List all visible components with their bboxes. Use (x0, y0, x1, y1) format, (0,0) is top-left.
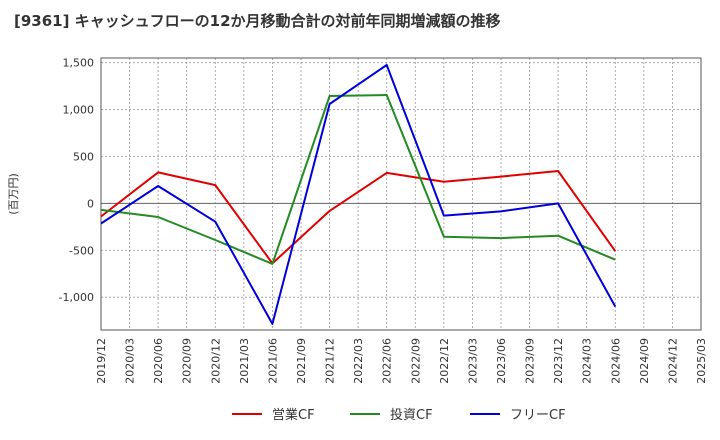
y-tick-label: -500 (69, 244, 94, 257)
x-tick-label: 2021/06 (266, 338, 279, 384)
y-tick-label: 0 (87, 197, 94, 210)
series-line-1 (100, 170, 617, 265)
y-tick-label: 500 (73, 150, 94, 163)
x-tick-label: 2024/06 (609, 338, 622, 384)
x-tick-label: 2021/12 (324, 338, 337, 384)
x-tick-label: 2020/12 (209, 338, 222, 384)
series-line-2 (100, 94, 616, 265)
x-tick-label: 2020/09 (181, 338, 194, 384)
plot-frame (100, 57, 702, 331)
legend-label-3: フリーCF (510, 408, 566, 423)
x-tick-label: 2022/12 (438, 338, 451, 384)
legend-label-2: 投資CF (390, 407, 433, 423)
series-layer (100, 64, 617, 325)
x-tick-label: 2024/03 (581, 338, 594, 384)
grid-layer (100, 58, 702, 330)
y-axis-label: (百万円) (7, 173, 20, 215)
series-line-3 (100, 64, 617, 325)
x-tick-label: 2021/03 (238, 338, 251, 384)
x-tick-label: 2020/06 (152, 338, 165, 384)
legend-layer: 営業CF 投資CF フリーCF (232, 407, 566, 423)
y-tick-label: 1,500 (63, 57, 95, 70)
x-tick-label: 2023/09 (524, 338, 537, 384)
x-tick-label: 2023/12 (552, 338, 565, 384)
y-tick-label: -1,000 (59, 291, 94, 304)
x-tick-label: 2022/06 (381, 338, 394, 384)
x-tick-label: 2022/09 (409, 338, 422, 384)
chart-title: [9361] キャッシュフローの12か月移動合計の対前年同期増減額の推移 (14, 12, 501, 30)
axis-layer: 1,500 1,000 500 0 -500 -1,000 (百万円) 2019/12 2020… (7, 57, 708, 384)
x-tick-label: 2024/12 (666, 338, 679, 384)
y-tick-label: 1,000 (63, 104, 95, 117)
x-tick-label: 2020/03 (124, 338, 137, 384)
x-tick-label: 2024/09 (638, 338, 651, 384)
x-tick-label: 2025/03 (695, 338, 708, 384)
x-tick-label: 2022/03 (352, 338, 365, 384)
x-tick-label: 2021/09 (295, 338, 308, 384)
x-tick-label: 2019/12 (95, 338, 108, 384)
x-tick-label: 2023/03 (466, 338, 479, 384)
x-tick-label: 2023/06 (495, 338, 508, 384)
legend-label-1: 営業CF (272, 407, 315, 423)
